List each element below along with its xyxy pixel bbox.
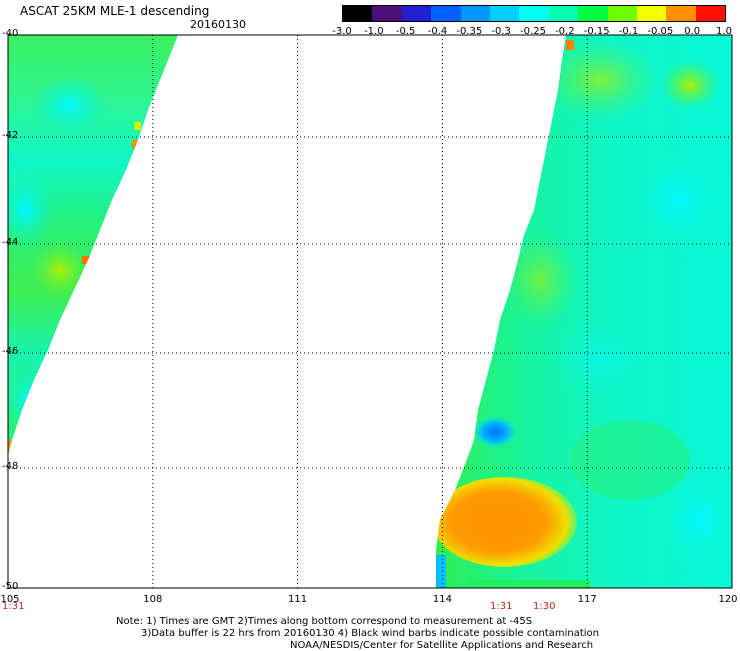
latitude-tick-label: -42: [2, 130, 19, 141]
color-bar-segment: [607, 6, 637, 21]
latitude-tick-label: -48: [2, 461, 19, 472]
eastern-swath: [436, 35, 732, 588]
color-bar-segment: [519, 6, 549, 21]
pass-time: 1:31: [490, 601, 513, 612]
color-bar-segment: [578, 6, 608, 21]
latitude-tick-label: -50: [2, 581, 19, 592]
color-bar-label: 1.0: [716, 26, 732, 37]
credit-line: NOAA/NESDIS/Center for Satellite Applica…: [290, 640, 594, 651]
color-bar-label: -0.05: [647, 26, 674, 37]
longitude-tick-label: 105: [0, 594, 20, 605]
longitude-tick-label: 120: [718, 594, 738, 605]
color-bar-label: -3.0: [332, 26, 352, 37]
color-bar-label: -0.3: [491, 26, 511, 37]
pass-time: 1:30: [533, 601, 556, 612]
color-bar-label: -0.2: [555, 26, 575, 37]
color-bar-label: -1.0: [364, 26, 384, 37]
color-bar: [342, 5, 726, 22]
map-date: 20160130: [190, 18, 246, 31]
longitude-tick-label: 111: [288, 594, 308, 605]
note-line-2: 3)Data buffer is 22 hrs from 20160130 4)…: [141, 628, 599, 639]
color-bar-segment: [343, 6, 373, 21]
color-bar-label: -0.25: [520, 26, 546, 37]
longitude-tick-label: 114: [432, 594, 452, 605]
color-bar-label: -0.1: [618, 26, 639, 37]
note-line-1: Note: 1) Times are GMT 2)Times along bot…: [116, 616, 533, 627]
color-bar-segment: [548, 6, 579, 21]
color-bar-label: -0.5: [395, 26, 416, 37]
color-bar-label: -0.15: [583, 26, 610, 37]
color-bar-segment: [460, 6, 490, 21]
lat-lon-grid: [8, 35, 732, 588]
color-bar-label: -0.35: [456, 26, 483, 37]
color-bar-segment: [401, 6, 432, 21]
color-bar-segment: [431, 6, 461, 21]
color-bar-segment: [372, 6, 402, 21]
longitude-tick-label: 108: [143, 594, 163, 605]
color-bar-segment: [695, 6, 726, 21]
plot-frame: [7, 34, 733, 589]
color-bar-segment: [666, 6, 696, 21]
color-bar-label: -0.4: [427, 26, 448, 37]
longitude-tick-label: 117: [577, 594, 597, 605]
color-bar-segment: [489, 6, 520, 21]
color-bar-label: 0.0: [684, 26, 701, 37]
latitude-tick-label: -46: [2, 346, 19, 357]
latitude-tick-label: -40: [2, 28, 19, 39]
map-title: ASCAT 25KM MLE-1 descending: [20, 4, 210, 18]
latitude-tick-label: -44: [2, 237, 19, 248]
pass-time: 1:31: [2, 601, 25, 612]
color-bar-segment: [636, 6, 667, 21]
